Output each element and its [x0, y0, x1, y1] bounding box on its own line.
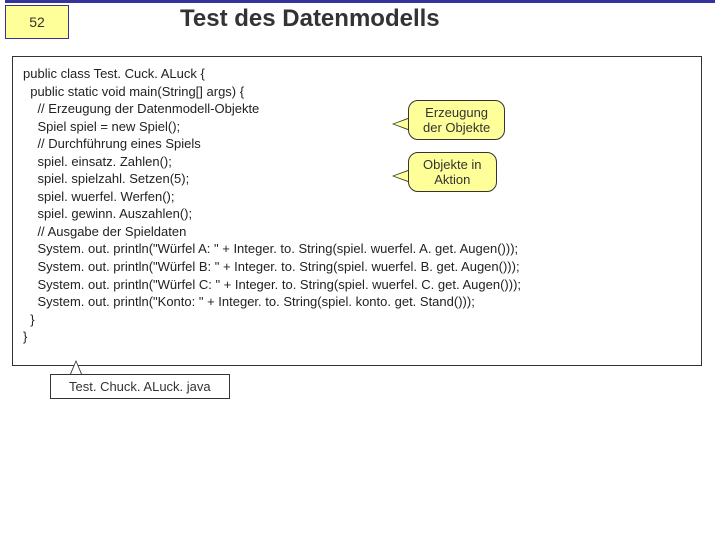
- callout-tail-icon: [392, 170, 408, 182]
- code-line: System. out. println("Würfel A: " + Inte…: [23, 240, 691, 258]
- code-line: // Erzeugung der Datenmodell-Objekte: [23, 100, 691, 118]
- code-line: spiel. einsatz. Zahlen();: [23, 153, 691, 171]
- code-line: spiel. spielzahl. Setzen(5);: [23, 170, 691, 188]
- file-label-tail-icon: [70, 360, 82, 374]
- code-line: System. out. println("Würfel B: " + Inte…: [23, 258, 691, 276]
- code-line: }: [23, 311, 691, 329]
- code-line: public class Test. Cuck. ALuck {: [23, 65, 691, 83]
- callout-text: Objekte in: [423, 157, 482, 172]
- code-block: public class Test. Cuck. ALuck { public …: [12, 56, 702, 366]
- slide-number-text: 52: [29, 14, 45, 30]
- slide-number: 52: [5, 5, 69, 39]
- code-line: Spiel spiel = new Spiel();: [23, 118, 691, 136]
- code-line: System. out. println("Würfel C: " + Inte…: [23, 276, 691, 294]
- callout-text: Aktion: [423, 172, 482, 187]
- code-line: spiel. gewinn. Auszahlen();: [23, 205, 691, 223]
- code-line: public static void main(String[] args) {: [23, 83, 691, 101]
- code-line: // Ausgabe der Spieldaten: [23, 223, 691, 241]
- code-line: spiel. wuerfel. Werfen();: [23, 188, 691, 206]
- code-line: // Durchführung eines Spiels: [23, 135, 691, 153]
- file-label: Test. Chuck. ALuck. java: [50, 374, 230, 399]
- code-line: }: [23, 328, 691, 346]
- callout-text: der Objekte: [423, 120, 490, 135]
- callout-erzeugung: Erzeugung der Objekte: [408, 100, 505, 140]
- callout-tail-icon: [392, 118, 408, 130]
- top-border: [5, 0, 715, 3]
- code-line: System. out. println("Konto: " + Integer…: [23, 293, 691, 311]
- callout-text: Erzeugung: [423, 105, 490, 120]
- file-label-text: Test. Chuck. ALuck. java: [69, 379, 211, 394]
- callout-objekte: Objekte in Aktion: [408, 152, 497, 192]
- slide-title: Test des Datenmodells: [180, 5, 440, 33]
